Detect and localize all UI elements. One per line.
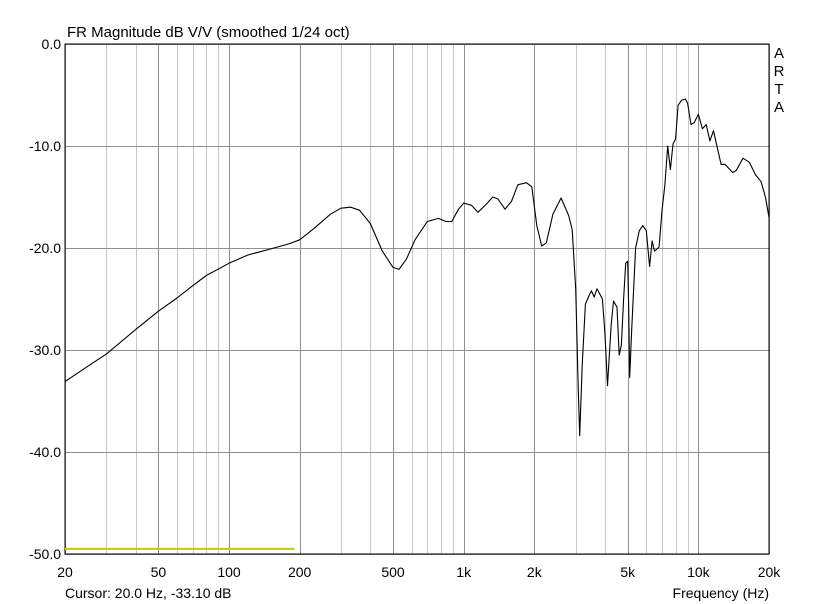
watermark-letter: A <box>774 99 784 116</box>
x-tick-labels: 20 50 100 200 500 1k 2k 5k 10k 20k <box>57 564 781 580</box>
y-tick-labels: 0.0 -10.0 -20.0 -30.0 -40.0 -50.0 <box>29 36 61 562</box>
x-tick-label: 20 <box>57 564 73 580</box>
x-axis-label: Frequency (Hz) <box>673 585 769 601</box>
plot-area <box>65 44 769 554</box>
watermark-letter: T <box>774 81 783 98</box>
x-tick-label: 200 <box>288 564 312 580</box>
x-tick-label: 1k <box>456 564 472 580</box>
y-tick-label: -10.0 <box>29 138 61 154</box>
y-tick-label: -40.0 <box>29 444 61 460</box>
x-tick-label: 5k <box>620 564 636 580</box>
y-tick-label: -20.0 <box>29 240 61 256</box>
x-tick-label: 500 <box>381 564 405 580</box>
watermark-letter: R <box>774 63 785 80</box>
y-tick-label: -50.0 <box>29 546 61 562</box>
series-group <box>64 98 770 550</box>
plot-border <box>64 43 770 555</box>
x-tick-label: 2k <box>527 564 543 580</box>
x-tick-label: 50 <box>151 564 167 580</box>
y-tick-label: 0.0 <box>42 36 62 52</box>
chart-title: FR Magnitude dB V/V (smoothed 1/24 oct) <box>67 24 350 41</box>
x-tick-label: 100 <box>217 564 241 580</box>
x-tick-label: 10k <box>687 564 711 580</box>
y-tick-label: -30.0 <box>29 342 61 358</box>
cursor-readout: Cursor: 20.0 Hz, -33.10 dB <box>65 585 232 601</box>
series-line <box>64 98 770 437</box>
x-tick-label: 20k <box>758 564 782 580</box>
watermark-letter: A <box>774 45 784 62</box>
